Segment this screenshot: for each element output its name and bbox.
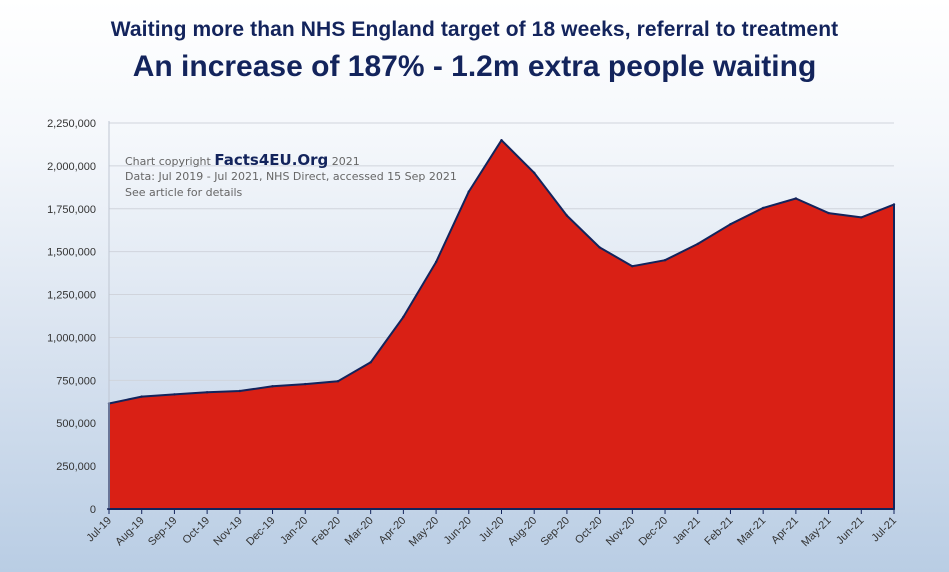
x-tick-label: Dec-20 bbox=[637, 515, 671, 549]
see-article-note: See article for details bbox=[125, 186, 243, 199]
x-tick-label: Jun-20 bbox=[442, 515, 474, 547]
y-tick-label: 500,000 bbox=[56, 418, 96, 430]
x-tick-label: Dec-19 bbox=[244, 515, 278, 549]
x-tick-label: Apr-21 bbox=[769, 515, 801, 547]
copyright-note: Chart copyright Facts4EU.Org 2021 bbox=[125, 151, 360, 169]
data-point bbox=[696, 242, 699, 246]
x-tick-label: Apr-20 bbox=[377, 515, 409, 547]
x-tick-label: Jan-20 bbox=[278, 515, 310, 547]
data-point bbox=[140, 395, 143, 398]
data-point bbox=[205, 391, 209, 394]
x-tick-label: Jul-21 bbox=[869, 515, 899, 545]
data-point bbox=[336, 380, 340, 383]
y-tick-labels: 0 250,000 500,000 750,000 1,000,000 1,250,000… bbox=[47, 118, 96, 516]
x-tick-label: Oct-20 bbox=[573, 515, 605, 547]
x-tick-label: Jul-20 bbox=[477, 515, 507, 545]
data-point bbox=[663, 259, 667, 262]
x-tick-label: Jul-19 bbox=[84, 515, 114, 545]
y-tick-label: 1,750,000 bbox=[47, 204, 96, 216]
data-point bbox=[238, 389, 241, 393]
x-tick-label: Nov-20 bbox=[604, 515, 638, 549]
y-tick-label: 1,250,000 bbox=[47, 290, 96, 302]
data-point bbox=[794, 197, 798, 200]
x-tick-labels: Jul-19 Aug-19 Sep-19 Oct-19 Nov-19 Dec-19 Jan-… bbox=[84, 515, 899, 549]
y-tick-label: 0 bbox=[90, 504, 96, 516]
y-tick-label: 250,000 bbox=[56, 461, 96, 473]
data-point bbox=[827, 211, 830, 215]
data-point bbox=[500, 139, 503, 142]
data-source-note: Data: Jul 2019 - Jul 2021, NHS Direct, a… bbox=[125, 170, 457, 183]
chart-headline: An increase of 187% - 1.2m extra people … bbox=[132, 50, 817, 83]
series-area bbox=[107, 139, 896, 510]
data-point bbox=[271, 385, 274, 388]
y-tick-label: 2,250,000 bbox=[47, 118, 96, 130]
data-point bbox=[565, 214, 569, 217]
copyright-prefix: Chart copyright bbox=[125, 155, 211, 168]
x-tick-label: Sep-20 bbox=[538, 515, 572, 549]
x-tick-label: Mar-20 bbox=[343, 515, 376, 548]
x-tick-label: Nov-19 bbox=[211, 515, 245, 549]
data-point bbox=[304, 382, 307, 386]
x-tick-label: May-20 bbox=[407, 515, 441, 549]
x-tick-label: Oct-19 bbox=[180, 515, 212, 547]
x-tick-label: Aug-20 bbox=[506, 515, 540, 549]
copyright-year: 2021 bbox=[331, 155, 360, 168]
y-tick-label: 1,000,000 bbox=[47, 332, 96, 344]
y-tick-label: 750,000 bbox=[56, 375, 96, 387]
data-point bbox=[434, 260, 438, 264]
data-point bbox=[402, 315, 405, 319]
data-point bbox=[631, 265, 634, 268]
data-point bbox=[860, 216, 863, 219]
chart-subtitle: Waiting more than NHS England target of … bbox=[110, 18, 839, 41]
data-point bbox=[173, 393, 176, 396]
brand-logo-text: Facts4EU.Org bbox=[214, 151, 329, 169]
area-fill bbox=[108, 139, 895, 510]
data-point bbox=[892, 203, 896, 206]
data-point bbox=[467, 190, 470, 193]
axes bbox=[107, 121, 895, 514]
x-tick-label: May-21 bbox=[799, 515, 833, 549]
y-tick-label: 1,500,000 bbox=[47, 247, 96, 259]
x-tick-label: Feb-20 bbox=[310, 515, 343, 548]
x-tick-label: Mar-21 bbox=[735, 515, 768, 548]
data-point bbox=[369, 361, 372, 364]
x-tick-label: Sep-19 bbox=[146, 515, 180, 549]
data-point bbox=[762, 206, 765, 210]
data-point bbox=[533, 171, 536, 174]
data-point bbox=[729, 223, 732, 226]
y-tick-label: 2,000,000 bbox=[47, 161, 96, 173]
x-tick-label: Aug-19 bbox=[113, 515, 147, 549]
x-tick-label: Feb-21 bbox=[702, 515, 735, 548]
x-tick-label: Jan-21 bbox=[671, 515, 703, 547]
x-tick-label: Jun-21 bbox=[834, 515, 866, 547]
data-point bbox=[598, 246, 601, 249]
